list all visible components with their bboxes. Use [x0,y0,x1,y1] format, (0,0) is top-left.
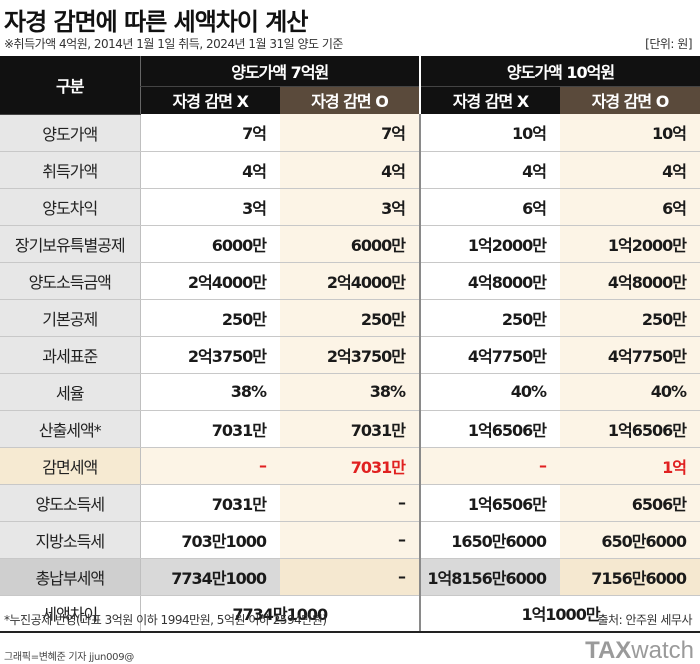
cell-10-o: 1억 [560,447,700,485]
cell-7-x: 7억 [139,114,280,152]
cell-10-x: 4억8000만 [419,262,560,300]
graphic-credit: 그래픽=변혜준 기자 jjun009@ [4,652,134,663]
cell-7-o: 6000만 [280,225,420,263]
row-label: 지방소득세 [0,521,140,559]
cell-7-x: 2억4000만 [139,262,280,300]
cell-10-o: 250만 [560,299,700,337]
subheader-10-no-reduction: 자경 감면 X [419,86,560,114]
tax-comparison-table: 구분 양도가액 7억원 양도가액 10억원 자경 감면 X 자경 감면 O 자경… [0,56,700,633]
page-title: 자경 감면에 따른 세액차이 계산 [4,8,308,36]
cell-10-o: 1억2000만 [560,225,700,263]
cell-7-o: 3억 [280,188,420,226]
row-label: 산출세액* [0,410,140,448]
table-row: 과세표준 2억3750만 2억3750만 4억7750만 4억7750만 [0,336,700,374]
cell-10-o: 4억 [560,151,700,189]
unit-label: [단위: 원] [645,37,692,51]
source-label: 출처: 안주원 세무사 [597,613,693,627]
table-row: 양도소득금액 2억4000만 2억4000만 4억8000만 4억8000만 [0,262,700,300]
row-label: 기본공제 [0,299,140,337]
cell-10-o: 7156만6000 [560,558,700,596]
cell-10-x: 1억8156만6000 [419,558,560,596]
cell-7-o: 7031만 [280,447,420,485]
group-header-10: 양도가액 10억원 [419,56,700,87]
row-label: 총납부세액 [0,558,140,596]
cell-7-x: 703만1000 [139,521,280,559]
cell-10-x: 40% [419,373,560,411]
row-label: 장기보유특별공제 [0,225,140,263]
cell-7-o: – [280,521,420,559]
cell-7-o: 38% [280,373,420,411]
cell-10-o: 40% [560,373,700,411]
cell-10-x: 1억6506만 [419,484,560,522]
taxwatch-logo: TAXwatch [585,636,694,664]
cell-7-o: 7031만 [280,410,420,448]
corner-header: 구분 [0,56,140,115]
cell-7-x: – [139,447,280,485]
cell-10-x: 1억6506만 [419,410,560,448]
row-label: 세액차이 [0,595,140,633]
cell-7-x: 7031만 [139,410,280,448]
cell-7-x: 7734만1000 [139,558,280,596]
cell-7-x: 2억3750만 [139,336,280,374]
cell-10-o: 4억7750만 [560,336,700,374]
cell-7-x: 7031만 [139,484,280,522]
row-label: 양도차익 [0,188,140,226]
cell-7-o: 4억 [280,151,420,189]
cell-10-o: 650만6000 [560,521,700,559]
difference-10: 1억1000만 [419,595,700,633]
cell-10-x: 4억 [419,151,560,189]
cell-10-x: 10억 [419,114,560,152]
cell-7-o: 2억4000만 [280,262,420,300]
table-row: 양도차익 3억 3억 6억 6억 [0,188,700,226]
cell-7-o: – [280,558,420,596]
subheader-7-reduction: 자경 감면 O [280,86,420,114]
table-row: 장기보유특별공제 6000만 6000만 1억2000만 1억2000만 [0,225,700,263]
cell-10-o: 6506만 [560,484,700,522]
subtitle-note: ※취득가액 4억원, 2014년 1월 1일 취득, 2024년 1월 31일 … [4,37,343,51]
cell-10-x: – [419,447,560,485]
cell-10-o: 4억8000만 [560,262,700,300]
row-label: 양도소득세 [0,484,140,522]
table-row-reduction: 감면세액 – 7031만 – 1억 [0,447,700,485]
table-row: 기본공제 250만 250만 250만 250만 [0,299,700,337]
logo-watch: watch [631,637,694,664]
table-row: 세율 38% 38% 40% 40% [0,373,700,411]
cell-7-x: 3억 [139,188,280,226]
row-label: 감면세액 [0,447,140,485]
table-row-difference: 세액차이 7734만1000 1억1000만 [0,595,700,633]
logo-tax: TAX [585,637,632,664]
cell-7-x: 4억 [139,151,280,189]
cell-10-x: 250만 [419,299,560,337]
cell-10-x: 4억7750만 [419,336,560,374]
footnote: *누진공제 반영(과표 3억원 이하 1994만원, 5억원 이하 2594만원… [4,613,327,627]
cell-10-o: 6억 [560,188,700,226]
cell-7-o: – [280,484,420,522]
row-label: 세율 [0,373,140,411]
cell-7-o: 2억3750만 [280,336,420,374]
cell-7-x: 38% [139,373,280,411]
cell-7-x: 6000만 [139,225,280,263]
cell-10-x: 6억 [419,188,560,226]
difference-7: 7734만1000 [139,595,420,633]
row-label: 과세표준 [0,336,140,374]
row-label: 취득가액 [0,151,140,189]
row-label: 양도가액 [0,114,140,152]
table-row: 지방소득세 703만1000 – 1650만6000 650만6000 [0,521,700,559]
cell-10-o: 1억6506만 [560,410,700,448]
cell-7-o: 250만 [280,299,420,337]
subheader-10-reduction: 자경 감면 O [560,86,700,114]
table-row: 취득가액 4억 4억 4억 4억 [0,151,700,189]
table-row: 양도소득세 7031만 – 1억6506만 6506만 [0,484,700,522]
table-row: 산출세액* 7031만 7031만 1억6506만 1억6506만 [0,410,700,448]
cell-7-o: 7억 [280,114,420,152]
table-row-total: 총납부세액 7734만1000 – 1억8156만6000 7156만6000 [0,558,700,596]
cell-7-x: 250만 [139,299,280,337]
cell-10-o: 10억 [560,114,700,152]
subheader-7-no-reduction: 자경 감면 X [139,86,280,114]
cell-10-x: 1억2000만 [419,225,560,263]
table-row: 양도가액 7억 7억 10억 10억 [0,114,700,152]
cell-10-x: 1650만6000 [419,521,560,559]
group-header-7: 양도가액 7억원 [139,56,420,87]
row-label: 양도소득금액 [0,262,140,300]
